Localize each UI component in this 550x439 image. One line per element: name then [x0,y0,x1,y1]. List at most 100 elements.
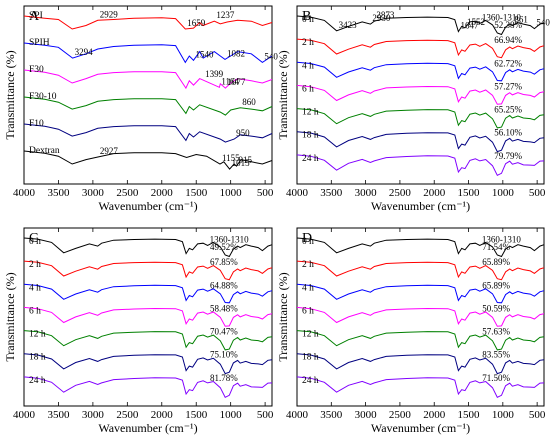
x-tick-label: 3000 [82,409,105,421]
x-tick-label: 2000 [151,187,174,199]
series-line [296,353,545,375]
x-tick-label: 500 [529,187,546,199]
x-tick-label: 1000 [220,409,243,421]
x-tick-label: 1000 [492,187,515,199]
y-axis-label: Transmittance (%) [3,272,17,361]
series-label: 4 h [29,283,41,293]
panel-a: A 4000 3500 3000 2500 2000 1500 1000 500 Wavenumb… [3,5,278,213]
series-line [296,38,545,59]
series-line [296,108,545,129]
x-tick-label: 3000 [355,187,378,199]
percent-label: 57.27% [494,81,522,91]
peak-label: 1082 [227,48,245,58]
peak-label: 1540 [195,49,214,59]
series-line [296,154,545,176]
peak-label: 3423 [339,20,358,30]
percent-label: 75.10% [210,350,238,360]
series-label: 12 h [302,108,319,118]
series-line [296,306,545,327]
series-line [23,150,273,170]
series-line [23,42,273,64]
series-label: 0 h [302,15,314,25]
percent-label: 71.50% [482,373,510,383]
x-tick-label: 1500 [185,187,208,199]
peak-label: 1237 [216,10,235,20]
peak-label: 1659 [187,18,206,28]
x-tick-label: 500 [257,409,274,421]
percent-label: 65.89% [482,280,510,290]
series-label: 4 h [302,61,314,71]
series-label: 4 h [302,283,314,293]
percent-label: 56.10% [494,128,522,138]
peak-label: 2873 [376,10,395,20]
series-label: Dextran [29,146,60,156]
x-tick-label: 4000 [286,409,309,421]
series-label: 6 h [302,306,314,316]
x-tick-label: 4000 [13,409,36,421]
x-tick-label: 1500 [185,409,208,421]
x-tick-label: 2500 [389,409,412,421]
x-axis-label: Wavenumber (cm⁻¹) [371,199,470,213]
series-label: 12 h [29,330,46,340]
x-tick-label: 2000 [423,409,446,421]
plot-frame [23,227,273,407]
percent-label: 58.48% [210,303,238,313]
x-tick-label: 4000 [286,187,309,199]
x-tick-label: 1500 [458,187,481,199]
peak-label: 1015 [232,158,251,168]
peak-label: 1360-1310 [482,234,521,244]
peak-label: 1399 [205,69,224,79]
series-line [296,260,545,281]
x-tick-label: 2500 [116,409,139,421]
x-tick-label: 3000 [355,409,378,421]
series-line [23,330,273,351]
percent-label: 65.25% [494,105,522,115]
percent-label: 81.78% [210,373,238,383]
x-tick-label: 2500 [389,187,412,199]
series-line [23,283,273,304]
x-tick-label: 500 [257,187,274,199]
x-tick-label: 2500 [116,187,139,199]
series-line [23,237,273,258]
series-label: 24 h [302,376,319,386]
plot-frame [296,227,545,407]
x-tick-label: 3500 [47,409,70,421]
series-line [23,353,273,375]
y-axis-label: Transmittance (%) [3,50,17,139]
peak-label: 1360-1310 [482,12,521,22]
series-label: 6 h [29,306,41,316]
peak-label: 1647 [460,21,479,31]
percent-label: 50.59% [482,303,510,313]
percent-label: 57.63% [482,327,510,337]
series-label: 0 h [29,237,41,247]
peak-label: 861 [514,15,528,25]
peak-label: 2927 [100,146,119,156]
x-tick-label: 1000 [492,409,515,421]
x-tick-label: 2000 [151,409,174,421]
series-line [23,123,273,143]
peak-label: 1164 [221,76,239,86]
plot-frame [296,5,545,185]
percent-label: 67.85% [210,257,238,267]
y-axis-label: Transmittance (%) [276,50,290,139]
x-tick-label: 1500 [458,409,481,421]
series-label: 18 h [302,353,319,363]
x-tick-label: 3000 [82,187,105,199]
peak-label: 3294 [75,47,94,57]
percent-label: 83.55% [482,350,510,360]
percent-label: 71.54% [482,242,510,252]
series-label: 6 h [302,84,314,94]
series-line [296,283,545,304]
percent-label: 70.47% [210,327,238,337]
plot-frame [23,5,273,185]
percent-label: 65.89% [482,257,510,267]
percent-label: 66.94% [494,35,522,45]
peak-label: 540 [264,51,278,61]
series-line [23,306,273,327]
series-label: 2 h [29,260,41,270]
series-line [23,15,273,30]
series-label: 12 h [302,330,319,340]
series-line [296,376,545,398]
